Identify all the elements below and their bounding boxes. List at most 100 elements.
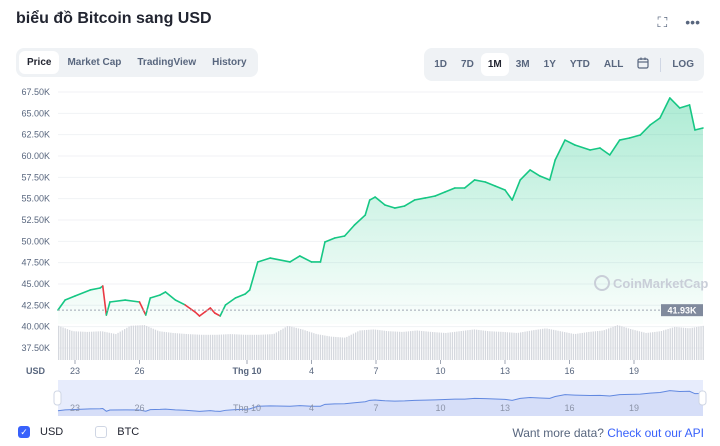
volume-bar <box>124 329 126 360</box>
tab-history[interactable]: History <box>212 57 247 68</box>
volume-bar <box>544 328 546 360</box>
reference-badge <box>661 304 703 317</box>
volume-bar <box>588 331 590 360</box>
volume-bar <box>566 332 568 360</box>
y-tick-label: 67.50K <box>21 87 50 97</box>
volume-bar <box>148 326 150 360</box>
log-toggle[interactable]: LOG <box>672 59 694 70</box>
volume-bar <box>190 334 192 360</box>
volume-bar <box>379 330 381 360</box>
ellipsis-icon[interactable]: ••• <box>685 14 700 30</box>
usd-checkbox[interactable]: ✓ <box>18 426 30 438</box>
price-line-segment <box>256 257 272 263</box>
y-unit-label: USD <box>26 366 46 376</box>
volume-bar <box>317 334 319 360</box>
volume-bar <box>498 331 500 360</box>
volume-bar <box>192 334 194 360</box>
volume-bar <box>106 332 108 360</box>
volume-bar <box>130 325 132 360</box>
api-link[interactable]: Check out our API <box>607 426 704 440</box>
volume-bar <box>528 330 531 360</box>
navigator-handle-right[interactable] <box>698 390 707 406</box>
volume-bar <box>311 332 313 360</box>
tab-price[interactable]: Price <box>19 51 60 74</box>
volume-bar <box>366 329 368 360</box>
volume-bar <box>478 329 480 360</box>
calendar-icon[interactable] <box>630 51 656 78</box>
volume-bar <box>489 331 491 360</box>
expand-icon[interactable]: ⛶ <box>657 14 668 30</box>
price-line-segment <box>688 104 696 131</box>
navigator-handle-left[interactable] <box>53 390 62 406</box>
volume-bar <box>590 331 592 360</box>
volume-bar <box>608 328 610 360</box>
price-line-segment <box>174 299 186 306</box>
volume-bar <box>264 334 267 360</box>
volume-bar <box>381 330 383 360</box>
range-1m[interactable]: 1M <box>480 53 509 76</box>
volume-bar <box>597 331 599 360</box>
x-tick-label: Thg 10 <box>232 366 261 376</box>
range-1y[interactable]: 1Y <box>543 59 556 70</box>
range-selector: 1D 7D 1M 3M 1Y YTD ALL LOG <box>424 48 704 81</box>
volume-bar <box>159 331 161 360</box>
volume-bar <box>432 332 434 360</box>
price-line-segment <box>184 304 196 313</box>
volume-bar <box>500 331 502 360</box>
volume-bar <box>146 325 148 360</box>
price-line-segment <box>403 199 416 207</box>
volume-bar <box>357 331 359 360</box>
volume-bar <box>654 331 656 360</box>
volume-bar <box>247 334 249 360</box>
range-ytd[interactable]: YTD <box>569 59 590 70</box>
volume-bar <box>454 331 456 360</box>
price-line-segment <box>289 255 301 263</box>
volume-bar <box>674 326 676 360</box>
range-3m[interactable]: 3M <box>515 59 530 70</box>
price-chart[interactable]: 67.50K 65.00K 62.50K 60.00K 57.50K 55.00K 52.5… <box>0 0 720 426</box>
volume-bar <box>561 331 564 360</box>
volume-bar <box>667 328 669 360</box>
volume-bar <box>161 331 163 360</box>
y-tick-label: 52.50K <box>21 215 50 225</box>
price-line-segment <box>89 287 101 291</box>
price-line-segment <box>628 134 642 139</box>
range-1d[interactable]: 1D <box>434 59 448 70</box>
range-all[interactable]: ALL <box>603 59 624 70</box>
price-line-segment <box>463 179 476 189</box>
volume-bar <box>610 327 612 360</box>
volume-bar <box>282 328 284 360</box>
volume-bar <box>293 327 295 360</box>
btc-checkbox[interactable] <box>95 426 108 438</box>
volume-bar <box>315 333 317 360</box>
volume-bar <box>341 337 344 360</box>
volume-bar <box>698 326 700 360</box>
price-line-segment <box>101 285 108 316</box>
price-line-segment <box>149 294 161 299</box>
volume-bar <box>625 327 627 360</box>
volume-bar <box>460 331 462 360</box>
range-7d[interactable]: 7D <box>461 59 474 70</box>
tab-tradingview[interactable]: TradingView <box>137 57 197 68</box>
price-line-segment <box>511 179 522 201</box>
tab-market-cap[interactable]: Market Cap <box>67 57 122 68</box>
volume-bar <box>73 331 75 360</box>
navigator-tick-label: 7 <box>373 403 378 413</box>
price-line-segment <box>64 295 76 301</box>
volume-bar <box>506 332 509 360</box>
volume-bar <box>64 328 66 360</box>
volume-bar <box>174 333 176 360</box>
volume-bar <box>473 329 476 360</box>
price-line-segment <box>424 195 436 199</box>
coinmarketcap-logo <box>594 275 610 291</box>
volume-bar <box>691 327 693 360</box>
volume-bar <box>550 329 553 360</box>
volume-bar <box>229 334 231 360</box>
volume-bar <box>203 334 205 360</box>
btc-label: BTC <box>117 426 140 438</box>
volume-bar <box>462 330 465 360</box>
volume-bar <box>88 331 91 360</box>
reference-label: 41.93K <box>667 306 697 316</box>
volume-bar <box>425 331 427 360</box>
price-line-segment <box>678 104 691 109</box>
